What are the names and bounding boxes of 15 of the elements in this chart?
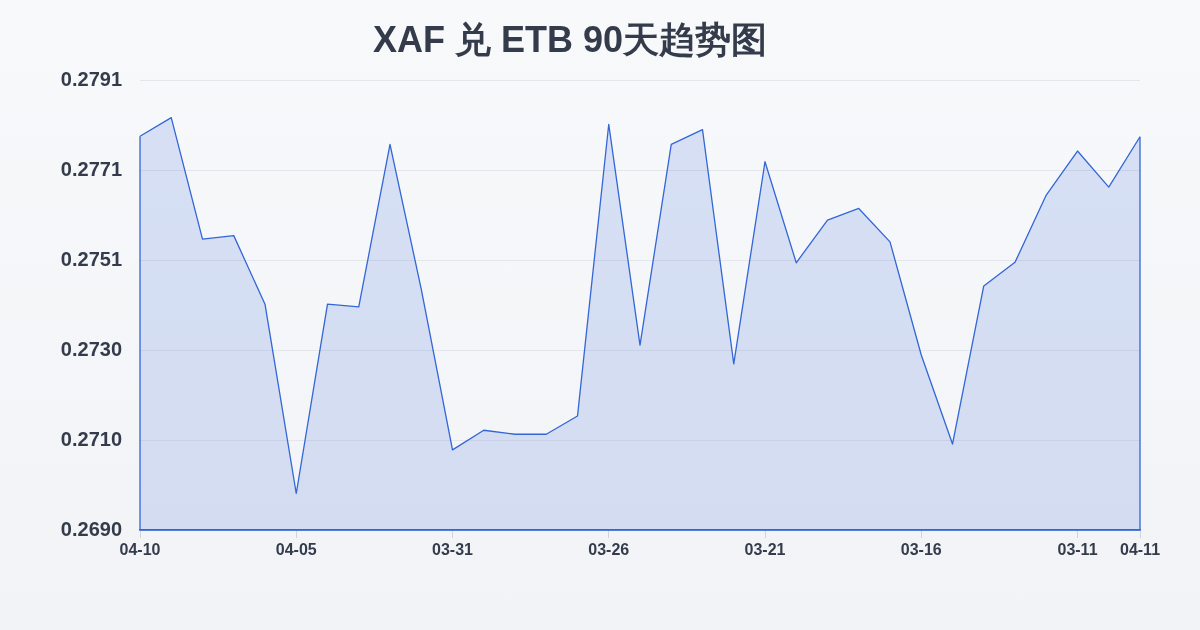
x-tick-label: 04-10 [119,541,161,559]
x-tick-label: 03-11 [1057,541,1098,559]
chart-title: XAF 兑 ETB 90天趋势图 [372,18,768,60]
y-tick-label: 0.2771 [60,157,122,180]
x-tick-label: 03-26 [588,541,630,559]
x-tick-label: 03-16 [900,541,942,559]
x-tick-label: 03-31 [432,541,474,559]
y-tick-label: 0.2730 [60,337,122,360]
x-tick-label: 04-11 [1119,541,1161,559]
x-tick-label: 04-05 [275,541,317,559]
y-tick-label: 0.2690 [60,517,122,540]
y-tick-label: 0.2791 [60,67,122,90]
x-tick-label: 03-21 [744,541,786,559]
y-tick-label: 0.2710 [60,427,122,450]
y-tick-label: 0.2751 [60,247,122,270]
